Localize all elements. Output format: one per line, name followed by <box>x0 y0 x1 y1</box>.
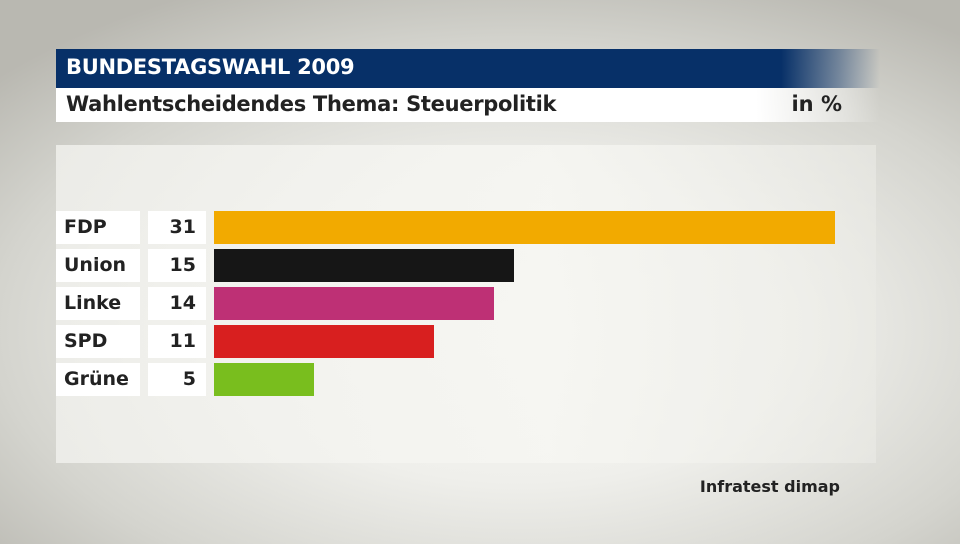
party-label: Grüne <box>56 363 140 396</box>
bar-union <box>214 249 514 282</box>
bar-row-spd: SPD 11 <box>0 325 960 358</box>
chart-subtitle: Wahlentscheidendes Thema: Steuerpolitik <box>66 92 557 116</box>
bar-fdp <box>214 211 835 244</box>
unit-label: in % <box>791 92 842 116</box>
value-label: 15 <box>148 249 206 282</box>
party-label: FDP <box>56 211 140 244</box>
bar-row-union: Union 15 <box>0 249 960 282</box>
value-label: 11 <box>148 325 206 358</box>
title-bar: BUNDESTAGSWAHL 2009 <box>56 49 880 88</box>
source-label: Infratest dimap <box>699 477 840 496</box>
bar-gruene <box>214 363 314 396</box>
party-label: Union <box>56 249 140 282</box>
value-label: 31 <box>148 211 206 244</box>
party-label: SPD <box>56 325 140 358</box>
bar-row-linke: Linke 14 <box>0 287 960 320</box>
bar-spd <box>214 325 434 358</box>
chart-title: BUNDESTAGSWAHL 2009 <box>66 55 355 79</box>
bar-linke <box>214 287 494 320</box>
bar-row-fdp: FDP 31 <box>0 211 960 244</box>
subtitle-bar: Wahlentscheidendes Thema: Steuerpolitik … <box>56 88 880 122</box>
value-label: 14 <box>148 287 206 320</box>
value-label: 5 <box>148 363 206 396</box>
party-label: Linke <box>56 287 140 320</box>
bar-row-gruene: Grüne 5 <box>0 363 960 396</box>
